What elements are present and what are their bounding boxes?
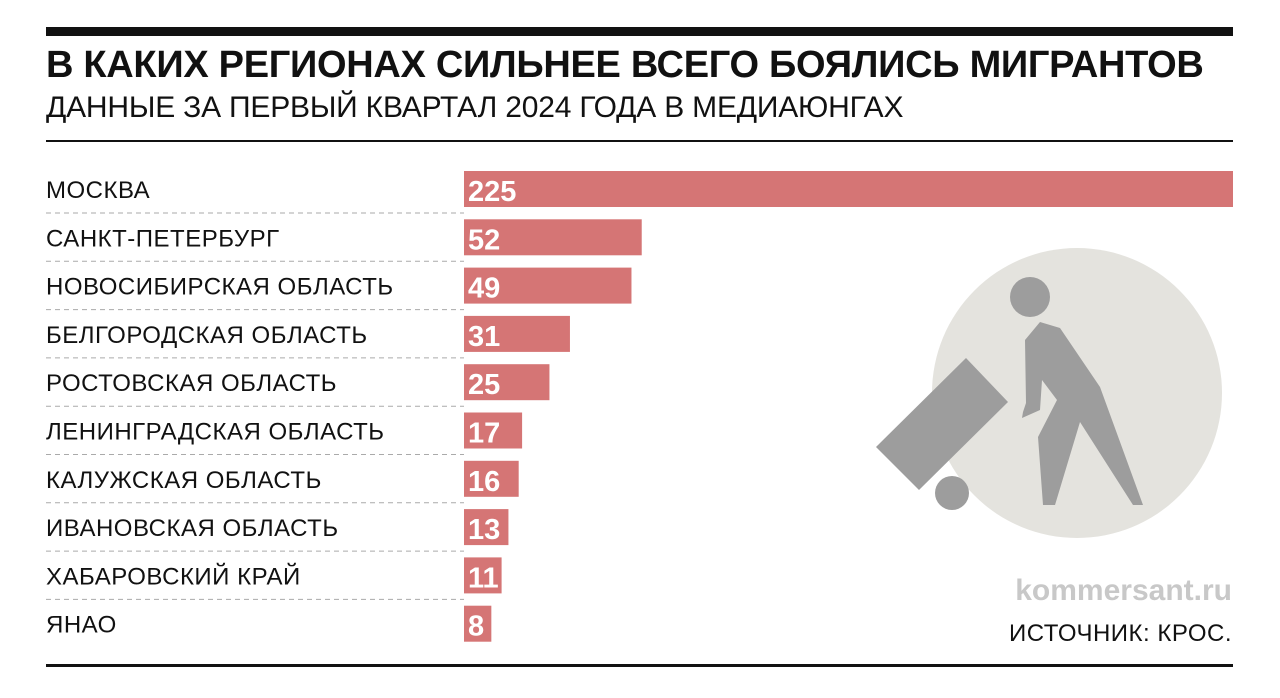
value-label: 13 (468, 514, 500, 546)
person-body-icon (1022, 322, 1143, 505)
site-credit: kommersant.ru (1015, 574, 1232, 607)
suitcase-icon (876, 358, 1008, 490)
value-label: 49 (468, 273, 500, 305)
value-label: 8 (468, 611, 484, 643)
bar (464, 412, 523, 449)
category-label: РОСТОВСКАЯ ОБЛАСТЬ (46, 370, 337, 397)
value-label: 17 (468, 418, 500, 450)
value-label: 52 (468, 224, 500, 256)
bar (464, 219, 642, 256)
category-label: БЕЛГОРОДСКАЯ ОБЛАСТЬ (46, 322, 368, 349)
category-label: САНКТ-ПЕТЕРБУРГ (46, 225, 280, 252)
bar (464, 364, 550, 401)
value-label: 225 (468, 176, 516, 208)
chart-subtitle: ДАННЫЕ ЗА ПЕРВЫЙ КВАРТАЛ 2024 ГОДА В МЕД… (46, 91, 904, 124)
bar (464, 509, 509, 546)
migrant-illustration (876, 248, 1222, 538)
category-label: ХАБАРОВСКИЙ КРАЙ (46, 562, 301, 590)
chart-title: В КАКИХ РЕГИОНАХ СИЛЬНЕЕ ВСЕГО БОЯЛИСЬ М… (46, 44, 1204, 86)
value-label: 25 (468, 369, 500, 401)
value-label: 31 (468, 321, 500, 353)
value-label: 11 (468, 562, 499, 594)
category-label: НОВОСИБИРСКАЯ ОБЛАСТЬ (46, 274, 394, 301)
bar (464, 557, 502, 594)
category-label: ИВАНОВСКАЯ ОБЛАСТЬ (46, 515, 339, 542)
bar (464, 267, 632, 304)
category-label: КАЛУЖСКАЯ ОБЛАСТЬ (46, 467, 322, 494)
category-label: ЯНАО (46, 612, 117, 639)
bar (464, 460, 519, 497)
value-label: 16 (468, 466, 500, 498)
suitcase-wheel-icon (935, 476, 969, 510)
source-note: ИСТОЧНИК: КРОС. (1008, 620, 1232, 647)
bar (464, 315, 570, 352)
category-label: МОСКВА (46, 177, 150, 204)
header-divider (46, 140, 1233, 142)
bar (464, 605, 492, 642)
bar (464, 171, 1233, 207)
bottom-rule (46, 664, 1233, 667)
person-head-icon (1010, 277, 1050, 317)
category-label: ЛЕНИНГРАДСКАЯ ОБЛАСТЬ (46, 419, 385, 446)
top-rule (46, 27, 1233, 36)
